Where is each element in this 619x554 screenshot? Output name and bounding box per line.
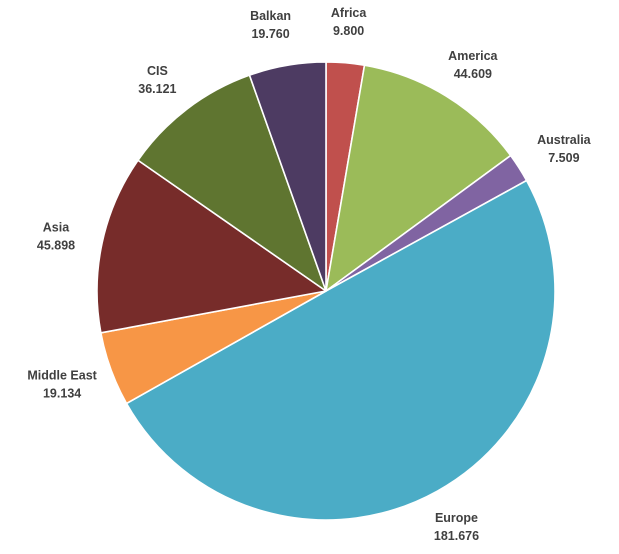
slice-value-label: 19.134 bbox=[43, 387, 81, 401]
pie-slice-asia bbox=[96, 159, 327, 334]
slice-category-label: Australia bbox=[537, 133, 592, 147]
slice-category-label: Africa bbox=[331, 6, 367, 20]
slice-value-label: 9.800 bbox=[333, 24, 364, 38]
slice-value-label: 7.509 bbox=[548, 151, 579, 165]
slice-value-label: 45.898 bbox=[37, 239, 75, 253]
slices-layer bbox=[96, 61, 556, 521]
slice-value-label: 19.760 bbox=[251, 27, 289, 41]
slice-label-asia: Asia 45.898 bbox=[37, 221, 75, 253]
slice-label-europe: Europe 181.676 bbox=[434, 511, 479, 543]
slice-label-middle-east: Middle East 19.134 bbox=[27, 369, 97, 401]
slice-label-america: America 44.609 bbox=[448, 49, 498, 81]
pie-slice-europe bbox=[125, 179, 556, 521]
slice-label-africa: Africa 9.800 bbox=[331, 6, 367, 38]
pie-slice-cis bbox=[137, 74, 327, 292]
slice-category-label: Europe bbox=[435, 511, 478, 525]
slice-label-australia: Australia 7.509 bbox=[537, 133, 592, 165]
slice-label-balkan: Balkan 19.760 bbox=[250, 9, 291, 41]
slice-label-cis: CIS 36.121 bbox=[138, 64, 176, 96]
slice-category-label: America bbox=[448, 49, 498, 63]
labels-layer: Africa 9.800 America 44.609 Australia 7.509 Eu… bbox=[27, 6, 591, 543]
slice-category-label: Balkan bbox=[250, 9, 291, 23]
slice-category-label: CIS bbox=[147, 64, 168, 78]
slice-category-label: Middle East bbox=[27, 369, 97, 383]
slice-value-label: 44.609 bbox=[454, 67, 492, 81]
slice-value-label: 181.676 bbox=[434, 529, 479, 543]
slice-category-label: Asia bbox=[43, 221, 70, 235]
slice-value-label: 36.121 bbox=[138, 82, 176, 96]
pie-slice-america bbox=[325, 64, 512, 292]
pie-slice-balkan bbox=[248, 61, 327, 292]
